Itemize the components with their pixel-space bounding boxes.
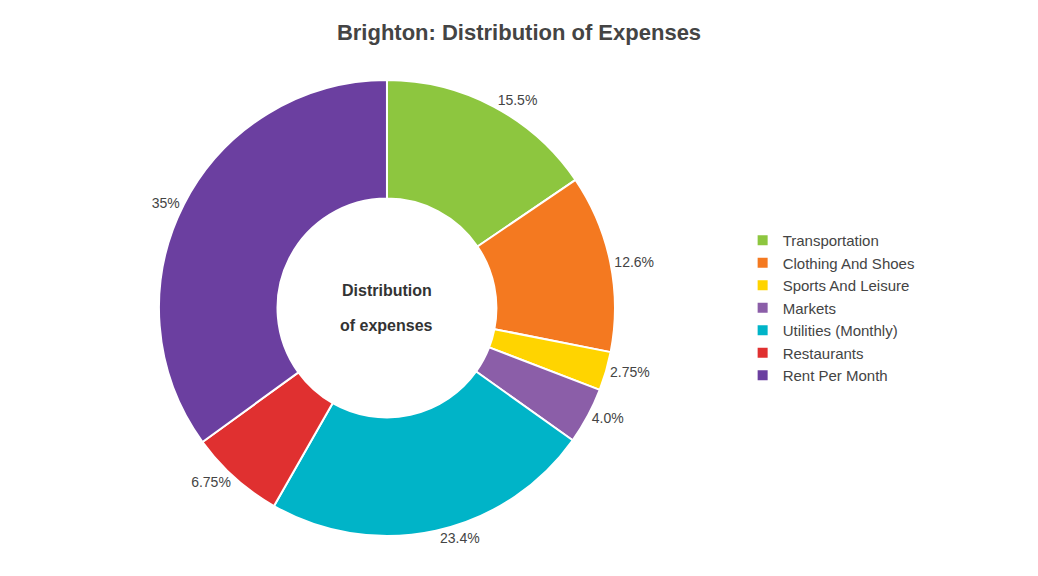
svg-text:35%: 35%: [152, 195, 180, 211]
svg-text:23.4%: 23.4%: [440, 530, 480, 546]
svg-text:4.0%: 4.0%: [592, 410, 624, 426]
svg-text:Distribution: Distribution: [342, 282, 432, 299]
svg-text:of expenses: of expenses: [340, 317, 433, 334]
svg-text:Clothing And Shoes: Clothing And Shoes: [783, 255, 915, 272]
svg-text:6.75%: 6.75%: [191, 474, 231, 490]
svg-text:Restaurants: Restaurants: [783, 345, 864, 362]
svg-text:2.75%: 2.75%: [610, 364, 650, 380]
svg-text:Brighton: Distribution of Expe: Brighton: Distribution of Expenses: [337, 20, 701, 45]
svg-text:Transportation: Transportation: [783, 232, 879, 249]
svg-text:Markets: Markets: [783, 300, 836, 317]
svg-text:15.5%: 15.5%: [498, 92, 538, 108]
svg-text:Utilities (Monthly): Utilities (Monthly): [783, 322, 898, 339]
svg-text:Sports And Leisure: Sports And Leisure: [783, 277, 910, 294]
svg-text:Rent Per Month: Rent Per Month: [783, 367, 888, 384]
svg-text:12.6%: 12.6%: [614, 254, 654, 270]
